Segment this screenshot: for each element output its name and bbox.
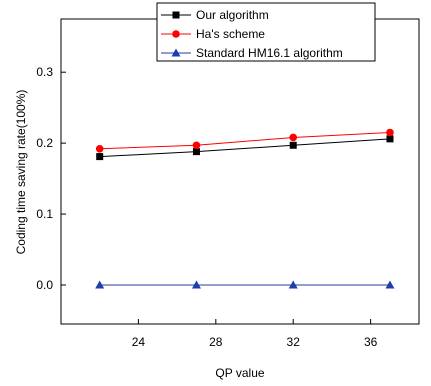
data-point <box>192 148 200 156</box>
y-tick-label: 0.1 <box>36 207 53 221</box>
legend-label: Our algorithm <box>196 8 269 22</box>
y-tick-label: 0.2 <box>36 136 53 150</box>
series-line <box>99 131 390 150</box>
data-point <box>386 128 394 137</box>
data-point <box>385 280 395 289</box>
legend: Our algorithm Ha's scheme Standard HM16.1 … <box>156 2 376 62</box>
x-tick-label: 28 <box>209 335 223 349</box>
data-point <box>95 280 105 289</box>
tick-layer: 24 28 32 36 0.0 0.1 0.2 0.3 <box>36 65 377 349</box>
y-tick-label: 0.3 <box>36 65 53 79</box>
x-tick-label: 36 <box>364 335 378 349</box>
y-axis-title: Coding time saving rate(100%) <box>14 90 28 255</box>
y-tick-label: 0.0 <box>36 278 53 292</box>
series-layer <box>95 128 395 289</box>
legend-label: Ha's scheme <box>196 27 265 41</box>
x-tick-label: 24 <box>132 335 146 349</box>
data-point <box>95 145 104 153</box>
legend-marker <box>172 11 180 19</box>
plot-frame <box>60 18 420 325</box>
data-point <box>386 135 394 143</box>
x-axis-title: QP value <box>215 366 264 380</box>
legend-marker <box>172 30 180 38</box>
legend-label: Standard HM16.1 algorithm <box>196 46 343 60</box>
data-point <box>289 141 297 149</box>
x-tick-label: 32 <box>287 335 301 349</box>
data-point <box>289 133 298 142</box>
series-line <box>99 138 391 158</box>
legend-marker <box>171 48 181 57</box>
legend-box <box>156 2 376 62</box>
data-point <box>191 280 201 289</box>
data-point <box>192 141 201 150</box>
data-point <box>288 280 298 289</box>
data-point <box>96 153 104 161</box>
